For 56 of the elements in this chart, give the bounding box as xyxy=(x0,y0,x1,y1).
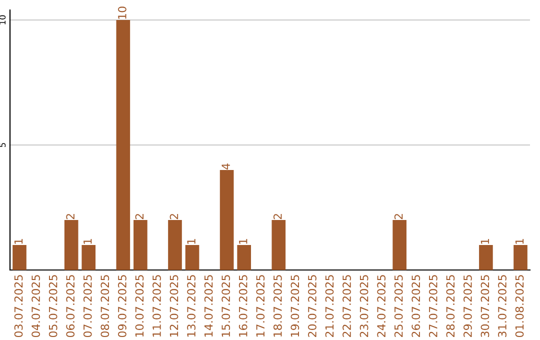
data-label: 1 xyxy=(187,238,196,244)
bar xyxy=(220,170,234,270)
x-tick-label: 26.07.2025 xyxy=(412,275,420,337)
bar xyxy=(64,220,78,270)
bar xyxy=(514,245,528,270)
bar xyxy=(116,20,130,270)
x-tick-label: 05.07.2025 xyxy=(48,275,58,338)
x-tick-label: 22.07.2025 xyxy=(342,275,351,337)
data-label: 1 xyxy=(84,238,92,244)
data-label: 1 xyxy=(480,238,490,244)
bar xyxy=(237,245,251,270)
bar xyxy=(82,245,96,270)
data-label: 4 xyxy=(222,164,230,170)
x-tick-label: 27.07.2025 xyxy=(428,275,438,337)
bar xyxy=(272,220,286,270)
data-label: 2 xyxy=(273,214,282,220)
x-tick-label: 07.07.2025 xyxy=(83,275,92,338)
x-tick-label: 24.07.2025 xyxy=(377,275,386,337)
x-tick-label: 17.07.2025 xyxy=(256,275,265,337)
x-tick-label: 08.07.2025 xyxy=(100,275,110,338)
bar xyxy=(185,245,200,270)
bar xyxy=(12,245,26,270)
x-tick-label: 25.07.2025 xyxy=(394,275,403,337)
x-tick-label: 23.07.2025 xyxy=(360,275,368,337)
x-tick-label: 06.07.2025 xyxy=(66,275,75,338)
x-tick-label: 14.07.2025 xyxy=(204,275,213,337)
bar xyxy=(392,220,406,270)
x-tick-label: 12.07.2025 xyxy=(170,275,178,337)
data-label: 1 xyxy=(239,238,248,244)
data-label: 1 xyxy=(14,238,23,244)
x-tick-label: 04.07.2025 xyxy=(32,275,40,338)
x-tick-label: 13.07.2025 xyxy=(187,275,196,337)
x-tick-label: 11.07.2025 xyxy=(152,275,161,337)
x-tick-label: 01.08.2025 xyxy=(515,275,524,338)
data-label: 2 xyxy=(66,214,74,220)
x-tick-label: 30.07.2025 xyxy=(480,275,490,337)
x-tick-label: 09.07.2025 xyxy=(118,275,126,338)
x-tick-label: 10.07.2025 xyxy=(135,275,144,337)
x-tick-label: 03.07.2025 xyxy=(14,275,23,338)
data-label: 2 xyxy=(394,214,403,220)
x-tick-label: 19.07.2025 xyxy=(290,275,300,337)
bar xyxy=(479,245,493,270)
x-tick-label: 21.07.2025 xyxy=(325,275,334,337)
x-tick-label: 28.07.2025 xyxy=(446,275,455,337)
data-label: 10 xyxy=(118,6,126,19)
x-tick-label: 18.07.2025 xyxy=(273,275,282,337)
x-tick-label: 20.07.2025 xyxy=(308,275,316,337)
data-label: 2 xyxy=(170,214,178,220)
x-tick-label: 31.07.2025 xyxy=(498,275,506,337)
x-tick-label: 16.07.2025 xyxy=(238,275,248,337)
data-label: 2 xyxy=(135,214,144,220)
bar xyxy=(134,220,148,270)
x-tick-label: 29.07.2025 xyxy=(463,275,472,337)
data-label: 1 xyxy=(515,238,524,244)
bar xyxy=(168,220,182,270)
x-tick-label: 15.07.2025 xyxy=(222,275,230,337)
